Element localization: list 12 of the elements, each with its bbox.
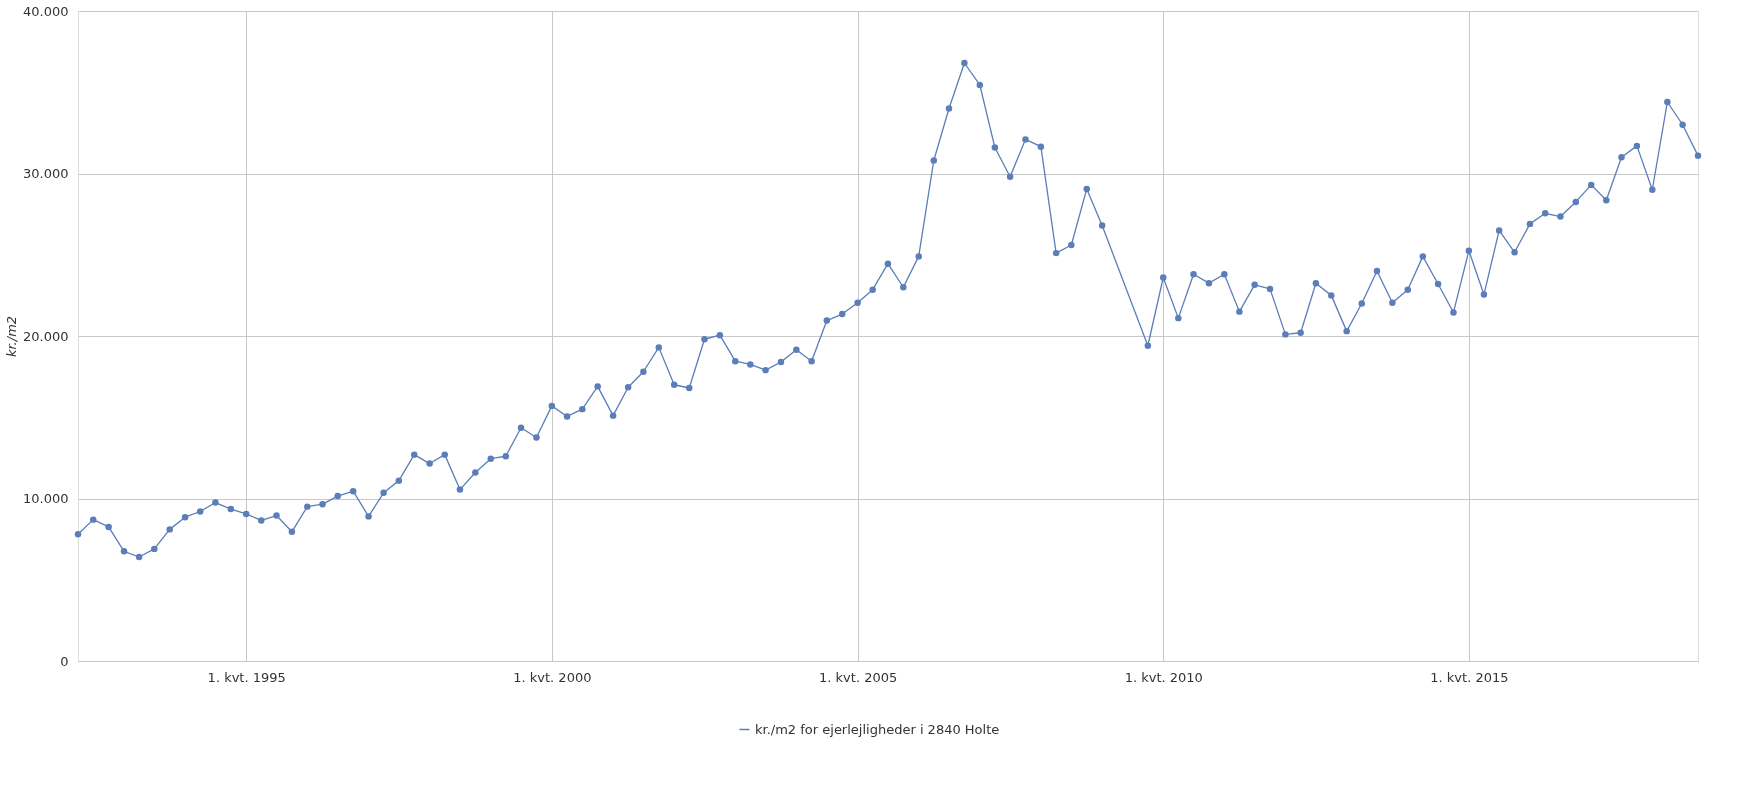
- y-tick-label: 10.000: [23, 491, 69, 506]
- x-tick-label: 1. kvt. 2000: [513, 669, 592, 685]
- x-tick-label: 1. kvt. 2010: [1124, 669, 1203, 685]
- x-tick-label: 1. kvt. 2005: [819, 669, 898, 685]
- y-tick-label: 30.000: [23, 166, 69, 181]
- y-tick-label: 0: [60, 653, 69, 669]
- legend-label: kr./m2 for ejerlejligheder i 2840 Holte: [755, 721, 1000, 737]
- y-tick-label: 40.000: [23, 3, 69, 19]
- y-axis-title: kr./m2: [4, 315, 20, 358]
- y-tick-label: 20.000: [23, 328, 69, 344]
- x-tick-label: 1. kvt. 1995: [207, 669, 286, 685]
- x-tick-label: 1. kvt. 2015: [1430, 669, 1509, 685]
